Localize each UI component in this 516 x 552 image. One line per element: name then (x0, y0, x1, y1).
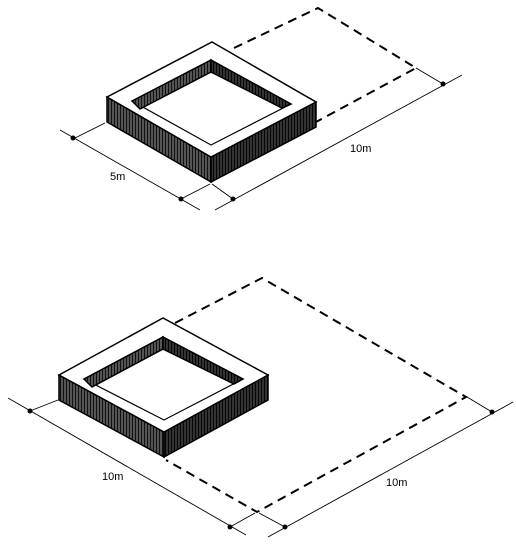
bottom-width-tick-right (227, 524, 233, 530)
bottom-figure: 10m 10m (7, 276, 514, 538)
top-depth-tick-right (440, 81, 446, 87)
top-width-tick-left (70, 135, 76, 141)
bottom-depth-dim-line (267, 401, 514, 538)
bottom-depth-tick-left (282, 524, 288, 530)
top-figure: 5m 10m (59, 6, 463, 211)
top-width-label: 5m (110, 171, 125, 183)
bottom-enclosure (57, 317, 270, 459)
bottom-width-tick-left (27, 408, 33, 414)
bottom-depth-tick-right (489, 409, 495, 415)
top-enclosure (105, 41, 318, 184)
top-dashed-boundary (233, 6, 419, 123)
bottom-width-label: 10m (102, 471, 123, 483)
bottom-dashed-boundary (165, 276, 469, 514)
bottom-depth-label: 10m (386, 477, 407, 489)
top-depth-tick-left (230, 196, 236, 202)
top-depth-label: 10m (350, 143, 371, 155)
bottom-width-dim-line (7, 397, 247, 536)
top-depth-dim-line (214, 74, 463, 211)
top-width-tick-right (178, 196, 184, 202)
top-width-dim-line (59, 129, 201, 211)
